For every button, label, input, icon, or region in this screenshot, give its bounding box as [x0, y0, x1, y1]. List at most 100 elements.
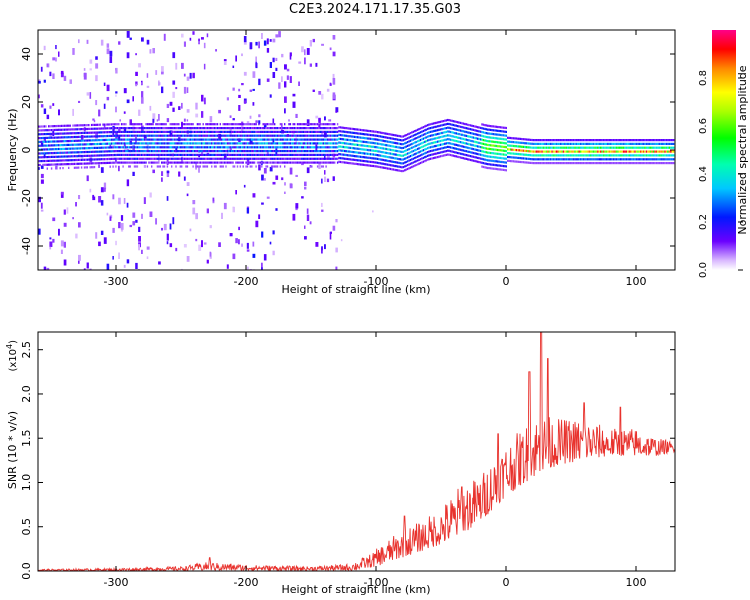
spectrogram-cell — [272, 157, 274, 160]
spectrogram-cell — [78, 166, 80, 169]
spectrogram-cell — [141, 150, 143, 153]
spectrogram-cell — [601, 142, 603, 145]
spectrogram-cell — [595, 158, 598, 161]
spectrogram-cell — [489, 144, 492, 147]
spectrogram-cell — [223, 142, 226, 145]
spectrogram-cell — [458, 136, 460, 139]
spectrogram-cell — [335, 110, 338, 113]
spectrogram-cell — [78, 132, 80, 135]
spectrogram-cell — [565, 139, 568, 142]
spectrogram-cell — [132, 134, 134, 137]
spectrogram-cell — [412, 142, 415, 145]
spectrogram-cell — [225, 142, 227, 145]
spectrogram-cell — [172, 123, 174, 126]
spectrogram-cell — [198, 146, 200, 149]
spectrogram-cell — [592, 158, 595, 161]
colorbar-ticks: 0.00.20.40.60.8 — [698, 70, 743, 278]
spectrogram-cell — [402, 166, 405, 169]
spectrogram-cell — [129, 146, 131, 149]
spectrogram-cell — [301, 130, 303, 133]
spectrogram-cell — [388, 163, 390, 166]
spectrogram-cell — [38, 228, 41, 235]
spectrogram-cell — [242, 134, 244, 137]
spectrogram-cell — [479, 134, 482, 137]
spectrogram-cell — [489, 151, 492, 155]
spectrogram-cell — [437, 140, 439, 143]
spectrogram-cell — [582, 146, 585, 149]
spectrogram-cell — [631, 154, 633, 157]
snr-frame — [37, 331, 676, 572]
spectrogram-cell — [178, 150, 180, 153]
spectrogram-cell — [271, 146, 273, 149]
spectrogram-cell — [311, 123, 313, 126]
spectrogram-cell — [66, 136, 68, 139]
spectrogram-cell — [424, 148, 426, 151]
spectrogram-cell — [587, 162, 589, 165]
spectrogram-cell — [648, 158, 650, 161]
spectrogram-cell — [228, 134, 230, 137]
spectrogram-cell — [258, 114, 261, 118]
spectrogram-cell — [125, 127, 127, 130]
spectrogram-cell — [258, 123, 260, 126]
spectrogram-cell — [40, 152, 43, 155]
spectrogram-cell — [158, 153, 160, 156]
spectrogram-cell — [46, 136, 48, 139]
spectrogram-cell — [212, 127, 214, 130]
spectrogram-cell — [156, 142, 159, 145]
spectrogram-cell — [601, 162, 603, 165]
spectrogram-cell — [128, 150, 130, 153]
spectrogram-cell — [238, 146, 240, 149]
spectrogram-cell — [169, 130, 173, 136]
spectrogram-cell — [199, 142, 201, 145]
spectrogram-cell — [62, 136, 64, 139]
spectrogram-cell — [471, 124, 473, 127]
spectrogram-cell — [368, 133, 370, 136]
spectrogram-cell — [186, 87, 189, 93]
spectrogram-cell — [123, 146, 126, 149]
spectrogram-cell — [445, 130, 447, 133]
spectrogram-cell — [251, 165, 253, 168]
spectrogram-cell — [591, 142, 593, 145]
spectrogram-cell — [212, 123, 214, 126]
spectrogram-cell — [604, 158, 606, 161]
spectrogram-cell — [458, 144, 460, 147]
spectrogram-cell — [304, 186, 307, 190]
spectrogram-cell — [139, 127, 141, 130]
spectrogram-cell — [106, 131, 108, 134]
spectrogram-cell — [206, 153, 209, 156]
spectrogram-cell — [213, 134, 216, 137]
spectrogram-cell — [216, 153, 219, 156]
spectrogram-cell — [125, 157, 127, 160]
spectrogram-cell — [113, 123, 116, 126]
spectrogram-cell — [611, 146, 613, 149]
spectrogram-cell — [199, 127, 201, 130]
spectrogram-cell — [83, 72, 87, 80]
spectrogram-cell — [521, 138, 523, 141]
spectrogram-cell — [495, 144, 497, 148]
spectrogram-cell — [159, 146, 161, 149]
spectrogram-cell — [229, 146, 231, 149]
spectrogram-cell — [126, 130, 129, 133]
spectrogram-cell — [79, 135, 81, 138]
spectrogram-cell — [439, 147, 442, 150]
spectrogram-cell — [348, 138, 350, 142]
spectrogram-cell — [80, 162, 83, 165]
spectrogram-cell — [183, 127, 186, 130]
spectrogram-cell — [554, 154, 556, 157]
spectrogram-cell — [517, 156, 519, 159]
spectrogram-cell — [321, 138, 323, 141]
spectrogram-cell — [42, 163, 44, 166]
spectrogram-cell — [442, 123, 445, 126]
spectrogram-cell — [119, 153, 121, 156]
spectrogram-cell — [80, 166, 83, 169]
spectrogram-cell — [255, 146, 257, 149]
spectrogram-cell — [169, 138, 171, 141]
spectrogram-cell — [232, 118, 235, 121]
spectrogram-cell — [452, 127, 455, 130]
spectrogram-cell — [212, 138, 214, 141]
spectrogram-cell — [183, 130, 186, 133]
spectrogram-cell — [196, 138, 199, 141]
spectrogram-cell — [398, 142, 400, 145]
spectrogram-cell — [141, 153, 143, 156]
